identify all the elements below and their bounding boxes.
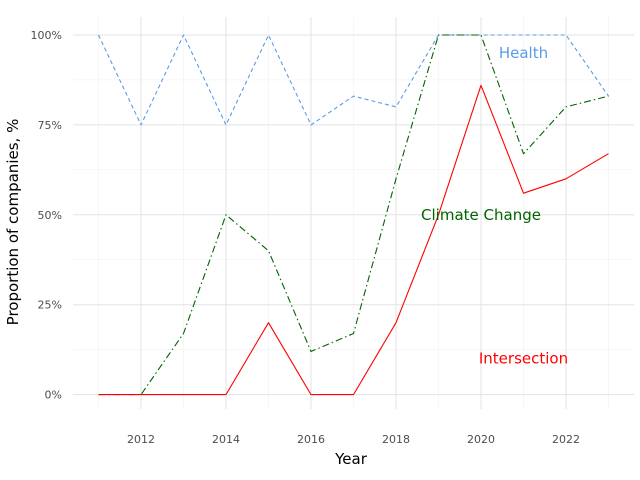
y-tick-label: 25% <box>38 299 62 312</box>
y-tick-label: 100% <box>31 29 62 42</box>
series-labels: Health Climate Change Intersection <box>421 44 568 368</box>
series-line-climate-change <box>98 34 609 396</box>
x-tick-label: 2020 <box>467 433 495 446</box>
x-tick-label: 2012 <box>127 433 155 446</box>
series-label-health: Health <box>499 44 548 62</box>
minor-gridlines <box>73 17 634 409</box>
x-tick-label: 2016 <box>297 433 325 446</box>
series-label-climate-change: Climate Change <box>421 206 541 224</box>
y-tick-label: 0% <box>45 389 62 402</box>
x-axis-ticks: 2012 2014 2016 2018 2020 2022 <box>127 433 580 446</box>
series-line-health <box>98 34 609 126</box>
series-line-intersection <box>98 84 609 396</box>
y-axis-ticks: 0% 25% 50% 75% 100% <box>31 29 62 402</box>
y-tick-label: 50% <box>38 209 62 222</box>
x-tick-label: 2022 <box>552 433 580 446</box>
y-tick-label: 75% <box>38 119 62 132</box>
x-tick-label: 2014 <box>212 433 240 446</box>
x-axis-title: Year <box>334 450 368 468</box>
series-label-intersection: Intersection <box>479 350 568 368</box>
y-axis-title: Proportion of companies, % <box>4 119 22 326</box>
series-lines <box>98 34 609 396</box>
x-tick-label: 2018 <box>382 433 410 446</box>
